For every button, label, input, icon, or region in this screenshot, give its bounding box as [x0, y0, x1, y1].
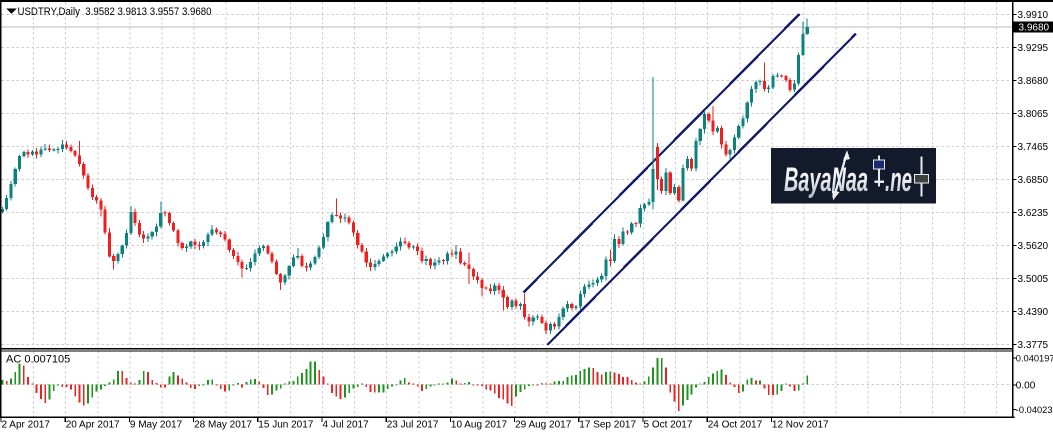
svg-text:29 Aug 2017: 29 Aug 2017	[515, 420, 572, 431]
svg-text:3.9680: 3.9680	[1019, 22, 1050, 33]
svg-text:3.9910: 3.9910	[1018, 10, 1049, 21]
svg-text:17 Sep 2017: 17 Sep 2017	[579, 420, 636, 431]
svg-text:9 May 2017: 9 May 2017	[130, 420, 183, 431]
svg-text:2 Apr 2017: 2 Apr 2017	[2, 420, 51, 431]
svg-text:4 Jul 2017: 4 Jul 2017	[323, 420, 370, 431]
svg-text:3.8065: 3.8065	[1018, 109, 1049, 120]
svg-text:10 Aug 2017: 10 Aug 2017	[451, 420, 508, 431]
svg-text:AC 0.007105: AC 0.007105	[6, 354, 70, 366]
svg-text:15 Jun 2017: 15 Jun 2017	[258, 420, 313, 431]
svg-text:24 Oct 2017: 24 Oct 2017	[708, 420, 763, 431]
svg-text:20 Apr 2017: 20 Apr 2017	[66, 420, 120, 431]
svg-text:3.4390: 3.4390	[1018, 307, 1049, 318]
svg-text:USDTRY,Daily 3.9582 3.9813 3.: USDTRY,Daily 3.9582 3.9813 3.9557 3.9680	[18, 6, 212, 18]
svg-text:3.9295: 3.9295	[1018, 43, 1049, 54]
svg-text:3.6850: 3.6850	[1018, 175, 1049, 186]
svg-text:.ne: .ne	[885, 161, 912, 199]
svg-text:0.040197: 0.040197	[1016, 354, 1053, 364]
svg-text:3.5005: 3.5005	[1018, 274, 1049, 285]
svg-text:-0.04023: -0.04023	[1016, 405, 1053, 415]
svg-text:0.00: 0.00	[1016, 381, 1036, 392]
svg-text:23 Jul 2017: 23 Jul 2017	[387, 420, 439, 431]
svg-text:3.3775: 3.3775	[1018, 340, 1049, 351]
svg-text:28 May 2017: 28 May 2017	[194, 420, 252, 431]
svg-text:3.5620: 3.5620	[1018, 241, 1049, 252]
svg-text:3.7465: 3.7465	[1018, 142, 1049, 153]
svg-text:BayaNaa: BayaNaa	[784, 161, 868, 199]
svg-text:12 Nov 2017: 12 Nov 2017	[772, 420, 829, 431]
svg-text:3.8680: 3.8680	[1018, 76, 1049, 87]
svg-text:5 Oct 2017: 5 Oct 2017	[644, 420, 693, 431]
svg-text:3.6235: 3.6235	[1018, 208, 1049, 219]
